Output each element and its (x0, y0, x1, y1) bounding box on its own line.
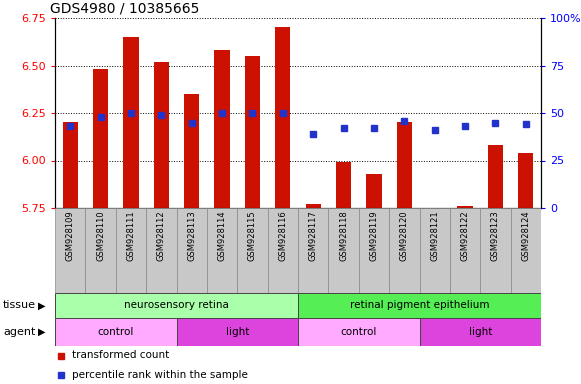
Bar (419, 318, 541, 346)
Bar (328, 208, 358, 293)
Text: control: control (98, 327, 134, 337)
Text: GSM928121: GSM928121 (430, 210, 439, 261)
Bar (146, 208, 177, 293)
Text: GSM928112: GSM928112 (157, 210, 166, 261)
Bar (397, 122, 412, 208)
Bar (237, 208, 268, 293)
Bar (511, 208, 541, 293)
Text: GSM928118: GSM928118 (339, 210, 348, 261)
Text: GSM928113: GSM928113 (187, 210, 196, 261)
Text: transformed count: transformed count (73, 351, 170, 361)
Bar (177, 318, 298, 346)
Text: GSM928109: GSM928109 (66, 210, 75, 261)
Text: GDS4980 / 10385665: GDS4980 / 10385665 (50, 2, 199, 15)
Bar (184, 94, 199, 208)
Bar (275, 28, 290, 208)
Text: agent: agent (3, 327, 35, 337)
Bar (123, 37, 138, 208)
Text: neurosensory retina: neurosensory retina (124, 301, 229, 311)
Bar (336, 162, 351, 208)
Bar (427, 208, 442, 212)
Text: light: light (225, 327, 249, 337)
Bar (55, 208, 85, 293)
Text: tissue: tissue (3, 301, 36, 311)
Bar (488, 145, 503, 208)
Bar (306, 204, 321, 208)
Text: GSM928119: GSM928119 (370, 210, 378, 261)
Text: light: light (468, 327, 492, 337)
Bar (268, 208, 298, 293)
Bar (85, 208, 116, 293)
Bar (245, 56, 260, 208)
Bar (116, 208, 146, 293)
Text: GSM928117: GSM928117 (309, 210, 318, 261)
Text: GSM928114: GSM928114 (217, 210, 227, 261)
Bar (55, 318, 177, 346)
Text: control: control (340, 327, 377, 337)
Text: ▶: ▶ (38, 327, 46, 337)
Bar (177, 208, 207, 293)
Bar (298, 293, 541, 318)
Bar (298, 318, 419, 346)
Bar (63, 122, 78, 208)
Text: GSM928111: GSM928111 (127, 210, 135, 261)
Text: GSM928110: GSM928110 (96, 210, 105, 261)
Bar (154, 62, 169, 208)
Text: GSM928124: GSM928124 (521, 210, 530, 261)
Bar (518, 153, 533, 208)
Bar (214, 50, 229, 208)
Bar (389, 208, 419, 293)
Bar (298, 208, 328, 293)
Bar (55, 293, 298, 318)
Bar (480, 208, 511, 293)
Bar (93, 69, 108, 208)
Bar (367, 174, 382, 208)
Text: retinal pigment epithelium: retinal pigment epithelium (350, 301, 489, 311)
Text: percentile rank within the sample: percentile rank within the sample (73, 369, 248, 379)
Text: GSM928115: GSM928115 (248, 210, 257, 261)
Text: ▶: ▶ (38, 301, 46, 311)
Text: GSM928116: GSM928116 (278, 210, 288, 261)
Bar (419, 208, 450, 293)
Text: GSM928123: GSM928123 (491, 210, 500, 261)
Bar (457, 206, 473, 208)
Text: GSM928122: GSM928122 (461, 210, 469, 261)
Bar (358, 208, 389, 293)
Bar (207, 208, 237, 293)
Text: GSM928120: GSM928120 (400, 210, 409, 261)
Bar (450, 208, 480, 293)
